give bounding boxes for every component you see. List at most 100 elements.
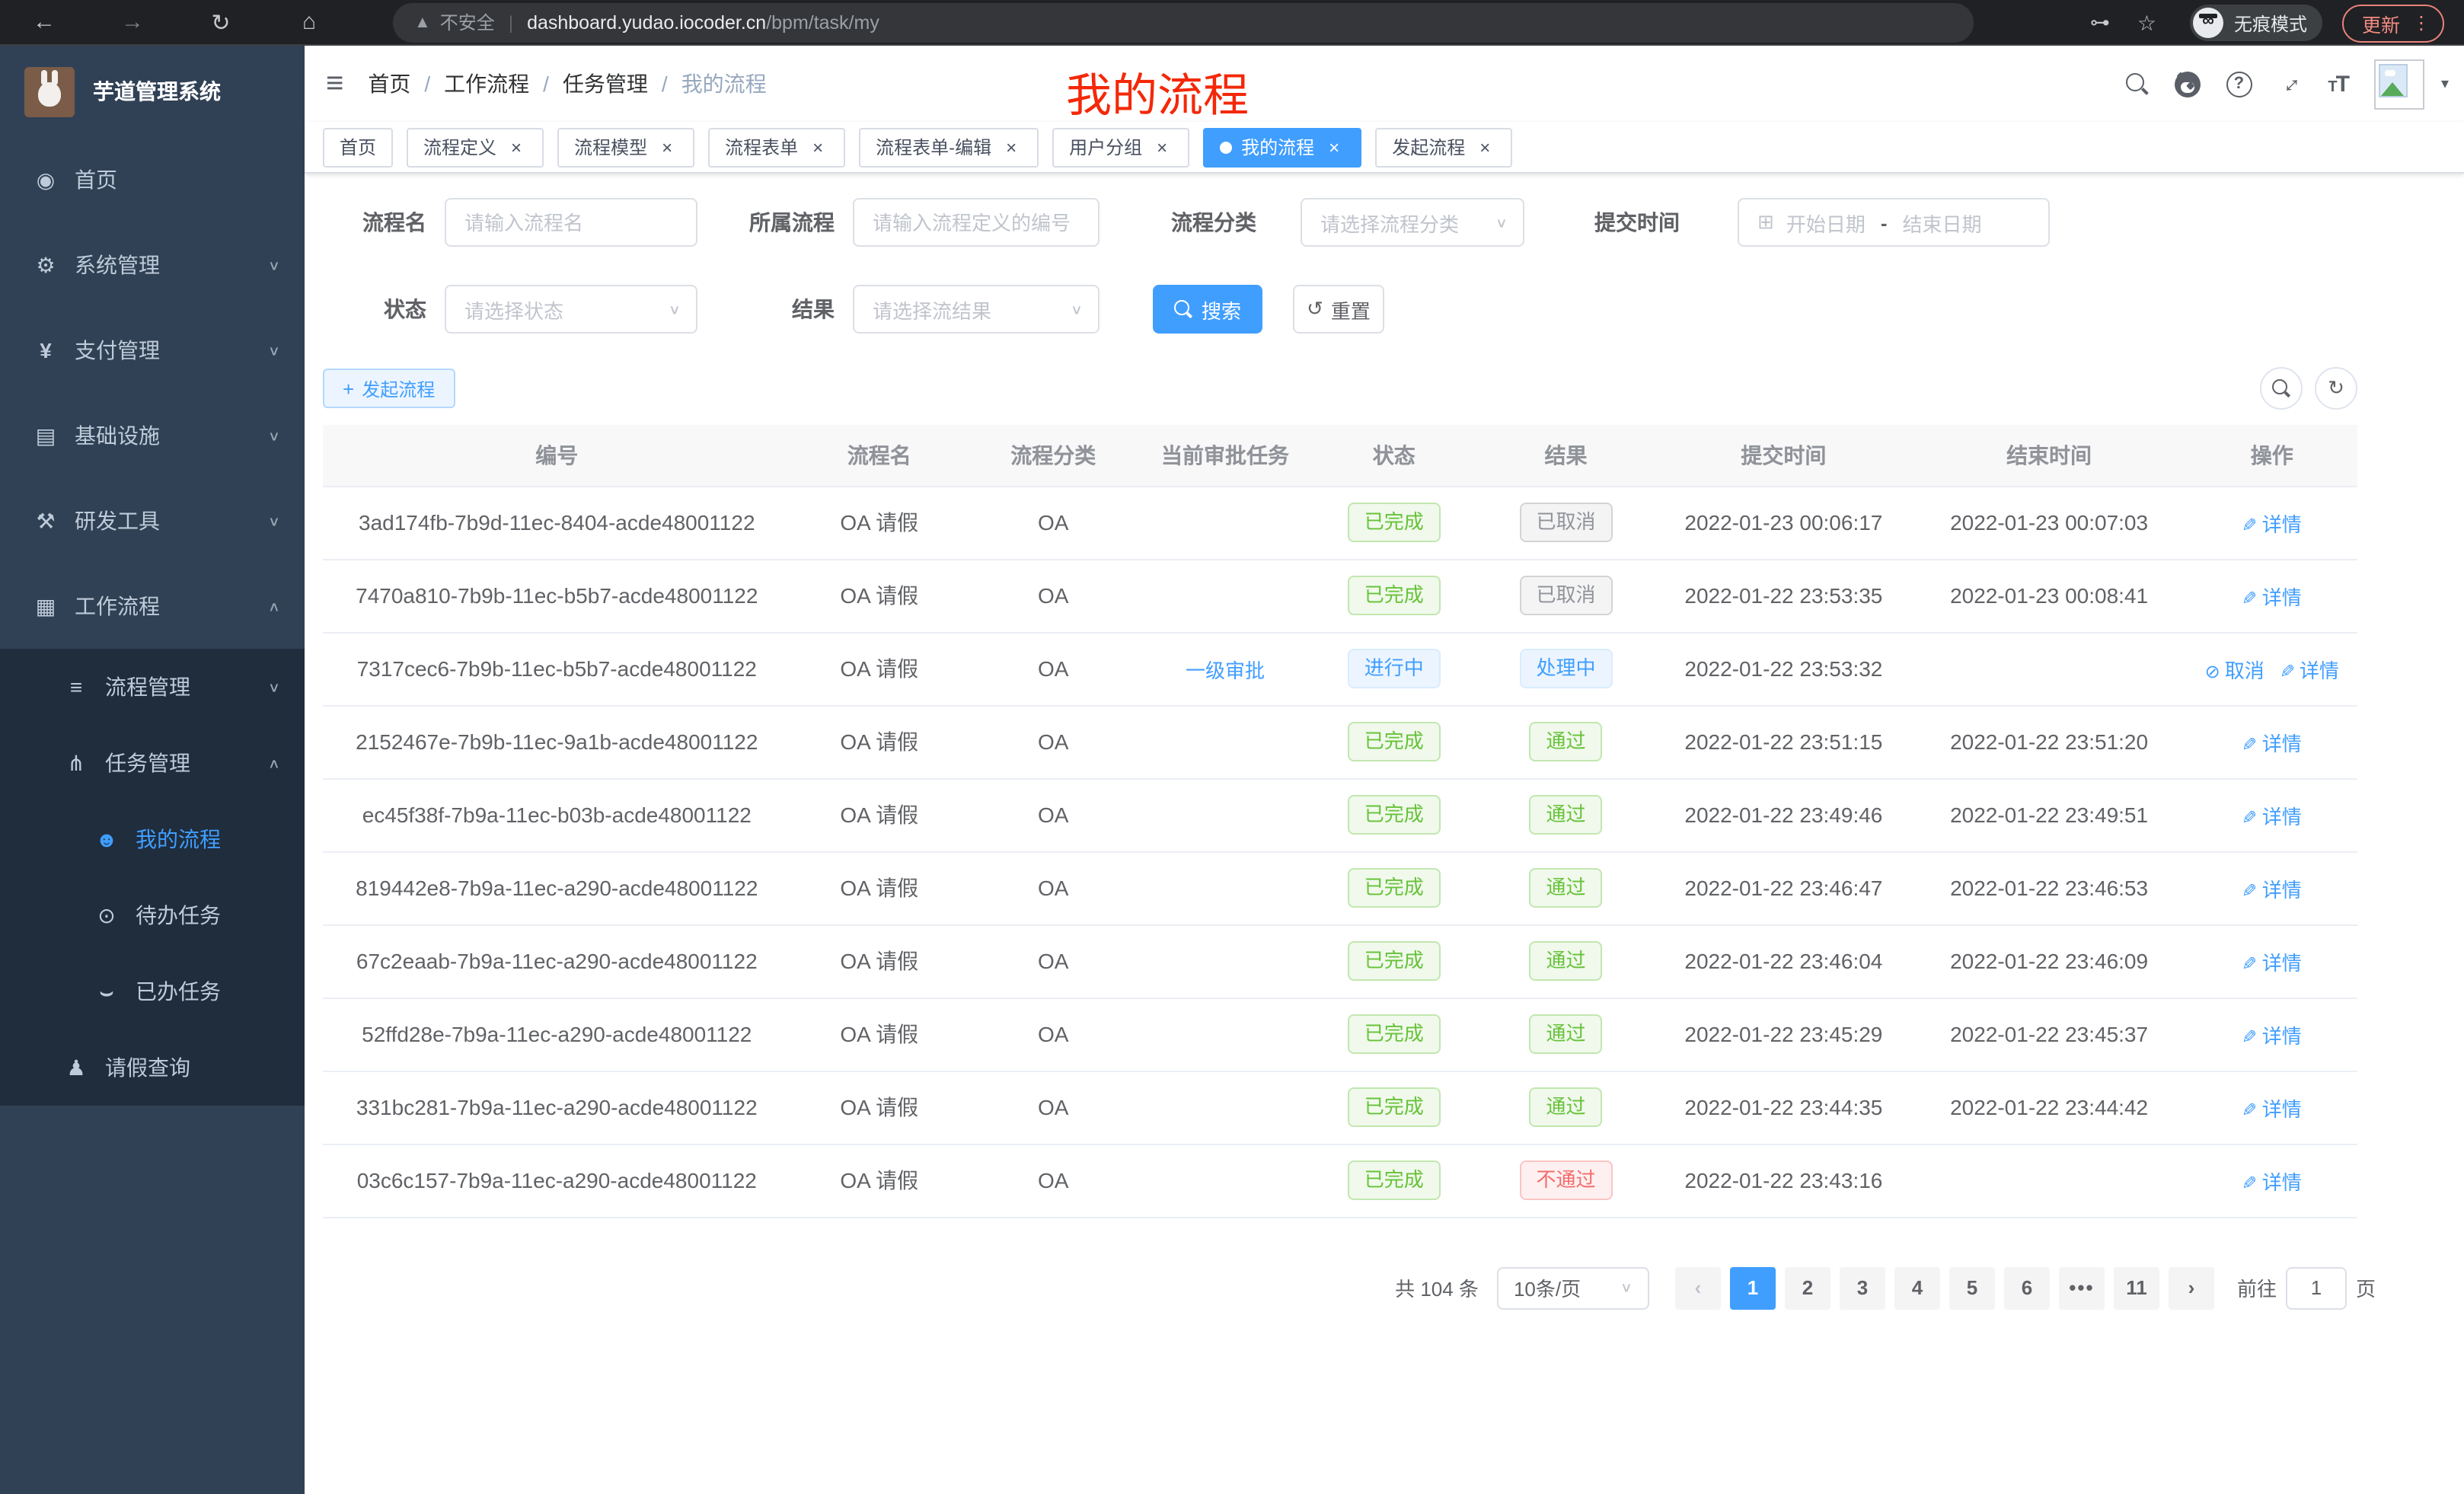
breadcrumb-task[interactable]: 任务管理 [562, 72, 648, 96]
close-icon[interactable]: × [1157, 136, 1168, 158]
detail-link[interactable]: 详情 [2242, 878, 2302, 901]
process-name-input[interactable] [464, 211, 678, 234]
detail-link[interactable]: 详情 [2242, 805, 2302, 828]
status-select[interactable]: 请选择状态 ∨ [445, 285, 697, 334]
reload-icon[interactable]: ↻ [211, 10, 231, 36]
detail-link[interactable]: 详情 [2242, 1097, 2302, 1120]
close-icon[interactable]: × [1479, 136, 1491, 158]
sidebar-item[interactable]: 基础设施 [0, 393, 305, 478]
submit-time-range-picker[interactable]: ⊞ 开始日期 - 结束日期 [1738, 198, 2050, 247]
chevron-down-icon: ∨ [1620, 1281, 1633, 1296]
tab[interactable]: 用户分组 × [1052, 127, 1190, 167]
tab[interactable]: 首页 [323, 127, 394, 167]
chevron-down-icon: ∨ [668, 302, 681, 318]
cell-category: OA [968, 1144, 1139, 1218]
cell-current-task [1138, 851, 1312, 925]
cell-status: 已完成 [1311, 851, 1476, 925]
page-number-button[interactable]: 4 [1894, 1266, 1940, 1309]
search-button[interactable]: 搜索 [1153, 285, 1262, 334]
detail-link[interactable]: 详情 [2242, 732, 2302, 755]
sidebar-item[interactable]: 工作流程 [0, 563, 305, 649]
help-icon[interactable]: ? [2226, 71, 2252, 97]
page-number-button[interactable]: 11 [2113, 1266, 2159, 1309]
breadcrumb-workflow[interactable]: 工作流程 [444, 72, 530, 96]
close-icon[interactable]: × [1006, 136, 1017, 158]
page-number-button[interactable]: ••• [2058, 1266, 2105, 1309]
table-row: 03c6c157-7b9a-11ec-a290-acde48001122 OA … [323, 1144, 2357, 1218]
cell-current-task [1138, 998, 1312, 1071]
app-logo-row[interactable]: 芋道管理系统 [0, 46, 305, 137]
sidebar-collapse-icon[interactable]: ≡ [326, 66, 344, 100]
table-column-header: 当前审批任务 [1138, 425, 1312, 487]
address-bar[interactable]: ▲ 不安全 | dashboard.yudao.iocoder.cn/bpm/t… [393, 2, 1974, 42]
close-icon[interactable]: × [1329, 136, 1340, 158]
avatar-dropdown-icon[interactable]: ▾ [2440, 75, 2449, 92]
process-definition-input[interactable] [873, 211, 1080, 234]
sidebar-item-icon [30, 338, 61, 362]
forward-icon[interactable]: → [121, 9, 144, 35]
close-icon[interactable]: × [662, 136, 673, 158]
search-icon[interactable] [2125, 72, 2148, 95]
page-number-button[interactable]: 3 [1839, 1266, 1885, 1309]
tab[interactable]: 流程表单-编辑 × [859, 127, 1039, 167]
cancel-link[interactable]: 取消 [2205, 659, 2265, 682]
sidebar-item[interactable]: 研发工具 [0, 478, 305, 563]
prev-page-button[interactable]: ‹ [1674, 1266, 1721, 1309]
toggle-search-button[interactable] [2260, 367, 2303, 410]
sidebar-item[interactable]: 首页 [0, 137, 305, 222]
page-number-button[interactable]: 6 [2003, 1266, 2050, 1309]
tab[interactable]: 流程模型 × [557, 127, 695, 167]
detail-link[interactable]: 详情 [2242, 512, 2302, 535]
table-column-header: 结束时间 [1911, 425, 2187, 487]
process-table: 编号 流程名 流程分类 当前审批任务 状态 结果 [323, 425, 2357, 1218]
next-page-button[interactable]: › [2168, 1266, 2214, 1309]
page-number-button[interactable]: 2 [1784, 1266, 1830, 1309]
page-size-select[interactable]: 10条/页 ∨ [1496, 1266, 1649, 1309]
browser-menu-icon[interactable]: ⋮ [2412, 12, 2430, 34]
password-key-icon[interactable]: ⊶ [2089, 11, 2110, 34]
close-icon[interactable]: × [812, 136, 824, 158]
detail-link[interactable]: 详情 [2242, 1170, 2302, 1193]
sidebar-item[interactable]: 请假查询 [0, 1030, 305, 1106]
breadcrumb-home[interactable]: 首页 [368, 72, 411, 96]
result-select[interactable]: 请选择流结果 ∨ [853, 285, 1100, 334]
tab[interactable]: 流程表单 × [708, 127, 846, 167]
plus-icon: + [343, 377, 355, 400]
detail-link[interactable]: 详情 [2242, 951, 2302, 974]
sidebar-item[interactable]: 系统管理 [0, 222, 305, 308]
github-icon[interactable] [2174, 71, 2201, 97]
start-process-button[interactable]: + 发起流程 [323, 369, 455, 408]
cell-process-name: OA 请假 [790, 924, 968, 998]
detail-link[interactable]: 详情 [2280, 659, 2339, 682]
bookmark-star-icon[interactable]: ☆ [2137, 10, 2156, 34]
refresh-button[interactable]: ↻ [2315, 367, 2357, 410]
reset-button[interactable]: ↺ 重置 [1293, 285, 1384, 334]
process-category-select[interactable]: 请选择流程分类 ∨ [1301, 198, 1524, 247]
home-icon[interactable]: ⌂ [302, 9, 317, 35]
main-area: ≡ 首页 / 工作流程 / 任务管理 / 我的流程 我的流程 ? ↔ TT ▾ [305, 46, 2464, 1494]
avatar[interactable] [2373, 59, 2424, 109]
font-size-icon[interactable]: TT [2328, 71, 2350, 97]
cell-current-task [1138, 705, 1312, 779]
page-number-button[interactable]: 5 [1949, 1266, 1995, 1309]
sidebar-item[interactable]: 支付管理 [0, 308, 305, 393]
back-icon[interactable]: ← [33, 9, 56, 35]
tab[interactable]: 我的流程 × [1203, 127, 1362, 167]
sidebar-item[interactable]: 我的流程 [0, 801, 305, 877]
security-label[interactable]: 不安全 [439, 12, 495, 34]
sidebar-item[interactable]: 待办任务 [0, 877, 305, 953]
page-number-button[interactable]: 1 [1729, 1266, 1776, 1309]
detail-link[interactable]: 详情 [2242, 586, 2302, 608]
goto-page-input[interactable] [2285, 1266, 2347, 1309]
close-icon[interactable]: × [511, 136, 522, 158]
detail-link[interactable]: 详情 [2242, 1024, 2302, 1047]
tab[interactable]: 流程定义 × [407, 127, 544, 167]
sidebar-item[interactable]: 任务管理 [0, 725, 305, 801]
current-task-link[interactable]: 一级审批 [1185, 659, 1265, 682]
sidebar-item[interactable]: 流程管理 [0, 649, 305, 725]
fullscreen-icon[interactable]: ↔ [2271, 65, 2308, 101]
tab[interactable]: 发起流程 × [1375, 127, 1513, 167]
browser-update-button[interactable]: 更新 ⋮ [2341, 4, 2444, 42]
top-navbar: ≡ 首页 / 工作流程 / 任务管理 / 我的流程 我的流程 ? ↔ TT ▾ [305, 46, 2464, 122]
sidebar-item[interactable]: 已办任务 [0, 953, 305, 1030]
